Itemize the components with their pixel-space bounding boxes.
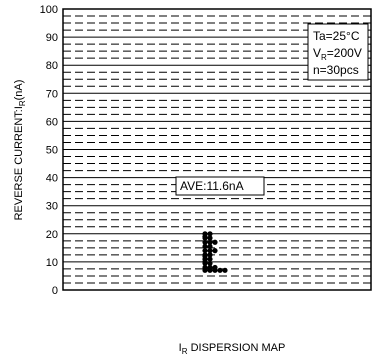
y-tick-label: 0 [52, 285, 58, 297]
data-point [212, 248, 218, 254]
data-point [207, 239, 213, 245]
y-tick-label: 50 [46, 145, 58, 157]
plot-frame [62, 8, 372, 291]
y-tick-label: 20 [46, 229, 58, 241]
data-point [202, 266, 208, 272]
y-tick-labels: 0 10 20 30 40 50 60 70 80 90 100 [40, 4, 58, 297]
data-point [202, 243, 208, 250]
data-point [207, 260, 213, 266]
data-point [202, 253, 208, 259]
y-tick-label: 70 [46, 88, 58, 100]
y-tick-label: 30 [46, 201, 58, 213]
data-point [207, 231, 213, 237]
data-point [212, 239, 218, 245]
average-annotation: AVE:11.6nA [175, 176, 265, 196]
data-points [202, 231, 228, 273]
condition-voltage: VR=200V [313, 46, 362, 62]
condition-temperature: Ta=25°C [313, 29, 360, 43]
x-axis-title: IR DISPERSION MAP [179, 342, 286, 356]
data-point [207, 248, 213, 254]
data-point [202, 259, 208, 265]
y-tick-label: 40 [46, 173, 58, 185]
conditions-box: Ta=25°C VR=200V n=30pcs [307, 23, 369, 81]
data-point [207, 256, 213, 262]
average-label: AVE:11.6nA [180, 179, 244, 193]
y-tick-label: 100 [40, 4, 58, 16]
data-point [202, 239, 208, 245]
data-point [207, 252, 213, 258]
data-point [212, 267, 218, 273]
data-point [202, 248, 208, 254]
condition-sample-count: n=30pcs [313, 63, 359, 77]
data-point [207, 235, 213, 241]
data-point [222, 267, 228, 273]
y-axis-title: REVERSE CURRENT:IR(nA) [13, 80, 27, 221]
y-tick-label: 60 [46, 116, 58, 128]
data-point [202, 234, 208, 240]
data-point [207, 267, 213, 273]
y-tick-label: 10 [46, 257, 58, 269]
y-tick-label: 90 [46, 32, 58, 44]
data-point [207, 243, 213, 250]
y-tick-label: 80 [46, 60, 58, 72]
data-point [217, 267, 223, 273]
